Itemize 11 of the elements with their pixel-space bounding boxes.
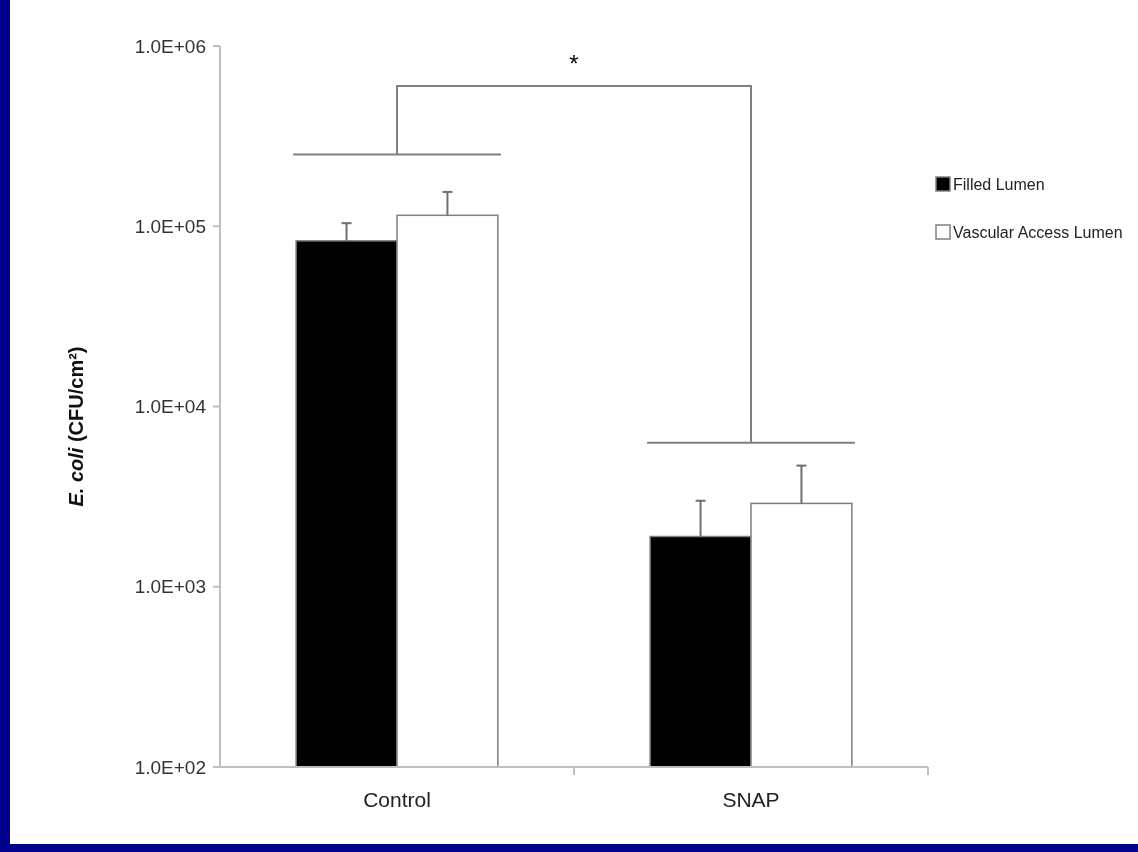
- y-tick-label: 1.0E+06: [134, 35, 206, 57]
- y-tick-label: 1.0E+04: [134, 396, 207, 418]
- y-tick-label: 1.0E+05: [134, 215, 206, 237]
- x-tick-label: SNAP: [722, 788, 780, 811]
- y-tick-label: 1.0E+03: [134, 576, 206, 598]
- y-tick-label: 1.0E+02: [134, 756, 206, 778]
- x-tick-label: Control: [363, 788, 431, 811]
- annotation: *: [569, 49, 579, 77]
- y-axis-title: E. coli (CFU/cm²): [65, 346, 87, 507]
- legend-label: Vascular Access Lumen: [953, 223, 1123, 241]
- legend-label: Filled Lumen: [953, 175, 1045, 193]
